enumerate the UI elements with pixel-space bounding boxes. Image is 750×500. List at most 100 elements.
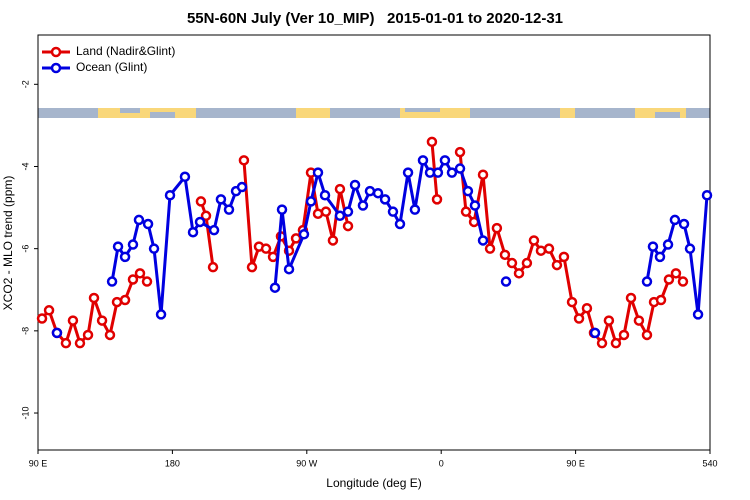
data-point bbox=[670, 268, 682, 279]
data-point bbox=[127, 239, 139, 250]
x-tick-label: 0 bbox=[439, 458, 444, 468]
data-point bbox=[334, 210, 346, 222]
data-point bbox=[558, 251, 570, 263]
data-point bbox=[67, 315, 79, 326]
data-point bbox=[499, 249, 511, 261]
data-point bbox=[446, 167, 458, 178]
data-point bbox=[106, 276, 118, 287]
data-point bbox=[194, 216, 206, 228]
data-point bbox=[246, 261, 258, 273]
data-point bbox=[195, 196, 207, 207]
x-tick-label: 90 E bbox=[566, 458, 585, 468]
x-tick-label: 540 bbox=[702, 458, 717, 468]
plot-frame bbox=[37, 34, 711, 451]
data-point bbox=[179, 171, 191, 183]
data-point bbox=[319, 189, 331, 201]
y-tick-label: -10 bbox=[20, 407, 30, 420]
data-point bbox=[238, 155, 250, 166]
data-point bbox=[269, 282, 281, 293]
x-tick-label: 90 E bbox=[29, 458, 48, 468]
data-point bbox=[551, 259, 563, 271]
data-point bbox=[312, 167, 324, 178]
data-point bbox=[402, 167, 414, 178]
data-point bbox=[535, 245, 547, 256]
data-point bbox=[647, 241, 659, 252]
data-point bbox=[641, 329, 653, 341]
data-point bbox=[655, 294, 667, 306]
data-point bbox=[677, 276, 689, 287]
data-point bbox=[305, 196, 317, 207]
data-point bbox=[155, 309, 167, 320]
data-point bbox=[142, 218, 154, 230]
data-point bbox=[141, 276, 153, 287]
series-line bbox=[273, 158, 485, 288]
data-point bbox=[283, 263, 295, 275]
data-point bbox=[320, 206, 332, 217]
data-point bbox=[454, 163, 466, 174]
data-point bbox=[469, 200, 481, 211]
data-point bbox=[379, 194, 391, 205]
data-point bbox=[409, 204, 421, 215]
data-point bbox=[454, 146, 466, 158]
y-tick-label: -2 bbox=[20, 80, 30, 88]
land-mask-strip bbox=[38, 108, 710, 118]
data-point bbox=[134, 268, 146, 279]
data-point bbox=[200, 210, 212, 222]
data-point bbox=[669, 214, 681, 226]
data-point bbox=[491, 222, 503, 234]
data-point bbox=[276, 204, 288, 215]
data-point bbox=[207, 261, 219, 273]
data-point bbox=[88, 292, 100, 304]
data-point bbox=[654, 251, 666, 263]
data-point bbox=[521, 257, 533, 269]
x-tick-label: 180 bbox=[165, 458, 180, 468]
y-tick-label: -4 bbox=[20, 162, 30, 170]
data-point bbox=[692, 309, 704, 320]
data-point bbox=[633, 315, 645, 326]
data-point bbox=[603, 315, 615, 326]
legend-marker bbox=[50, 62, 62, 74]
data-point bbox=[573, 313, 585, 324]
data-point bbox=[223, 204, 235, 215]
data-point bbox=[334, 183, 346, 195]
x-tick-label: 90 W bbox=[296, 458, 318, 468]
data-point bbox=[596, 337, 608, 349]
data-point bbox=[349, 179, 361, 191]
data-point bbox=[327, 235, 339, 246]
data-point bbox=[701, 189, 713, 201]
data-point bbox=[164, 189, 176, 201]
y-tick-label: -6 bbox=[20, 245, 30, 253]
data-point bbox=[267, 251, 279, 263]
data-point bbox=[342, 220, 354, 232]
data-point bbox=[566, 296, 578, 308]
data-point bbox=[236, 181, 248, 193]
data-point bbox=[589, 327, 601, 339]
data-point bbox=[506, 257, 518, 269]
data-point bbox=[610, 337, 622, 349]
data-point bbox=[641, 276, 653, 287]
data-point bbox=[82, 329, 94, 341]
y-tick-label: -8 bbox=[20, 327, 30, 335]
data-point bbox=[357, 200, 369, 211]
data-point bbox=[119, 294, 131, 306]
data-point bbox=[484, 243, 496, 254]
data-point bbox=[119, 251, 131, 263]
data-point bbox=[387, 206, 399, 217]
data-point bbox=[60, 337, 72, 349]
data-point bbox=[96, 315, 108, 326]
data-point bbox=[104, 329, 116, 341]
data-point bbox=[477, 169, 489, 180]
data-point bbox=[684, 243, 696, 254]
data-point bbox=[528, 235, 540, 246]
data-point bbox=[372, 187, 384, 199]
data-point bbox=[133, 214, 145, 226]
data-point bbox=[432, 167, 444, 178]
data-point bbox=[477, 235, 489, 246]
legend-label: Ocean (Glint) bbox=[76, 60, 147, 74]
legend-marker bbox=[50, 46, 62, 58]
data-point bbox=[662, 239, 674, 250]
data-point bbox=[364, 185, 376, 197]
data-point bbox=[462, 185, 474, 197]
data-point bbox=[500, 276, 512, 287]
